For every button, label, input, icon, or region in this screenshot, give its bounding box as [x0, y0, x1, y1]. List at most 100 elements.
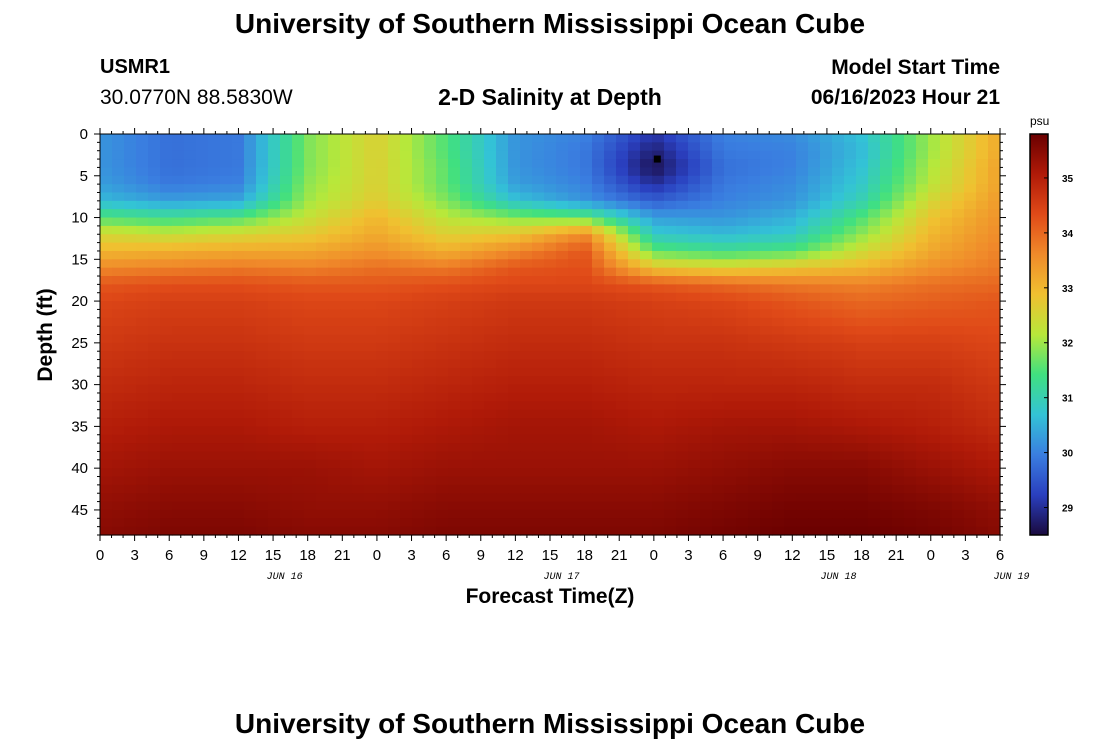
- heatmap-cell: [292, 493, 305, 503]
- heatmap-cell: [484, 200, 497, 210]
- heatmap-cell: [136, 401, 149, 411]
- heatmap-cell: [676, 292, 689, 302]
- heatmap-cell: [676, 392, 689, 402]
- heatmap-cell: [988, 259, 1001, 269]
- heatmap-cell: [160, 426, 173, 436]
- heatmap-cell: [880, 384, 893, 394]
- heatmap-cell: [772, 484, 785, 494]
- heatmap-cell: [568, 175, 581, 185]
- heatmap-cell: [760, 484, 773, 494]
- heatmap-cell: [736, 317, 749, 327]
- heatmap-cell: [148, 242, 161, 252]
- heatmap-cell: [244, 134, 257, 143]
- heatmap-cell: [460, 326, 473, 336]
- heatmap-cell: [736, 501, 749, 511]
- heatmap-cell: [364, 476, 377, 486]
- heatmap-cell: [388, 351, 401, 361]
- heatmap-cell: [580, 392, 593, 402]
- heatmap-cell: [592, 342, 605, 352]
- heatmap-cell: [688, 476, 701, 486]
- heatmap-cell: [424, 518, 437, 528]
- heatmap-cell: [268, 392, 281, 402]
- heatmap-cell: [820, 326, 833, 336]
- heatmap-cell: [364, 234, 377, 244]
- heatmap-cell: [268, 200, 281, 210]
- heatmap-cell: [364, 459, 377, 469]
- heatmap-cell: [460, 250, 473, 260]
- heatmap-cell: [520, 184, 533, 194]
- heatmap-cell: [700, 443, 713, 453]
- heatmap-cell: [688, 376, 701, 386]
- heatmap-cell: [184, 459, 197, 469]
- heatmap-cell: [640, 418, 653, 427]
- heatmap-cell: [280, 409, 293, 419]
- heatmap-cell: [568, 476, 581, 486]
- heatmap-cell: [652, 509, 665, 519]
- heatmap-cell: [124, 292, 137, 302]
- heatmap-cell: [352, 326, 365, 336]
- heatmap-cell: [700, 526, 713, 536]
- heatmap-cell: [220, 184, 233, 194]
- heatmap-cell: [952, 501, 965, 511]
- heatmap-cell: [592, 184, 605, 194]
- heatmap-cell: [376, 234, 389, 244]
- heatmap-cell: [952, 167, 965, 177]
- heatmap-cell: [532, 518, 545, 528]
- heatmap-cell: [736, 434, 749, 444]
- heatmap-cell: [136, 434, 149, 444]
- heatmap-cell: [244, 401, 257, 411]
- heatmap-cell: [700, 167, 713, 177]
- heatmap-cell: [880, 192, 893, 202]
- heatmap-cell: [124, 225, 137, 235]
- heatmap-cell: [772, 476, 785, 486]
- heatmap-cell: [412, 234, 425, 244]
- heatmap-cell: [748, 309, 761, 319]
- heatmap-cell: [148, 150, 161, 160]
- heatmap-cell: [856, 409, 869, 419]
- heatmap-cell: [220, 392, 233, 402]
- heatmap-cell: [472, 367, 485, 377]
- heatmap-cell: [772, 326, 785, 336]
- heatmap-cell: [892, 501, 905, 511]
- heatmap-cell: [964, 468, 977, 478]
- heatmap-cell: [292, 351, 305, 361]
- heatmap-cell: [376, 259, 389, 269]
- heatmap-cell: [280, 317, 293, 327]
- heatmap-cell: [700, 518, 713, 528]
- heatmap-cell: [388, 359, 401, 369]
- heatmap-cell: [172, 392, 185, 402]
- heatmap-cell: [784, 326, 797, 336]
- heatmap-cell: [208, 434, 221, 444]
- heatmap-cell: [376, 426, 389, 436]
- heatmap-cell: [208, 351, 221, 361]
- heatmap-cell: [304, 159, 317, 169]
- heatmap-cell: [712, 317, 725, 327]
- heatmap-cell: [232, 134, 245, 143]
- heatmap-cell: [880, 351, 893, 361]
- heatmap-cell: [784, 209, 797, 219]
- heatmap-cell: [316, 309, 329, 319]
- heatmap-cell: [400, 401, 413, 411]
- heatmap-cell: [424, 167, 437, 177]
- heatmap-cell: [724, 451, 737, 461]
- heatmap-cell: [544, 518, 557, 528]
- heatmap-cell: [664, 401, 677, 411]
- heatmap-cell: [328, 443, 341, 453]
- heatmap-cell: [568, 434, 581, 444]
- heatmap-cell: [616, 418, 629, 427]
- heatmap-cell: [328, 159, 341, 169]
- heatmap-cell: [544, 367, 557, 377]
- heatmap-cell: [268, 401, 281, 411]
- heatmap-cell: [892, 518, 905, 528]
- heatmap-cell: [520, 376, 533, 386]
- heatmap-cell: [280, 459, 293, 469]
- heatmap-cell: [748, 434, 761, 444]
- heatmap-cell: [148, 367, 161, 377]
- heatmap-cell: [640, 401, 653, 411]
- heatmap-cell: [484, 434, 497, 444]
- heatmap-cell: [724, 292, 737, 302]
- heatmap-cell: [172, 501, 185, 511]
- heatmap-cell: [784, 267, 797, 277]
- heatmap-cell: [460, 209, 473, 219]
- heatmap-cell: [112, 326, 125, 336]
